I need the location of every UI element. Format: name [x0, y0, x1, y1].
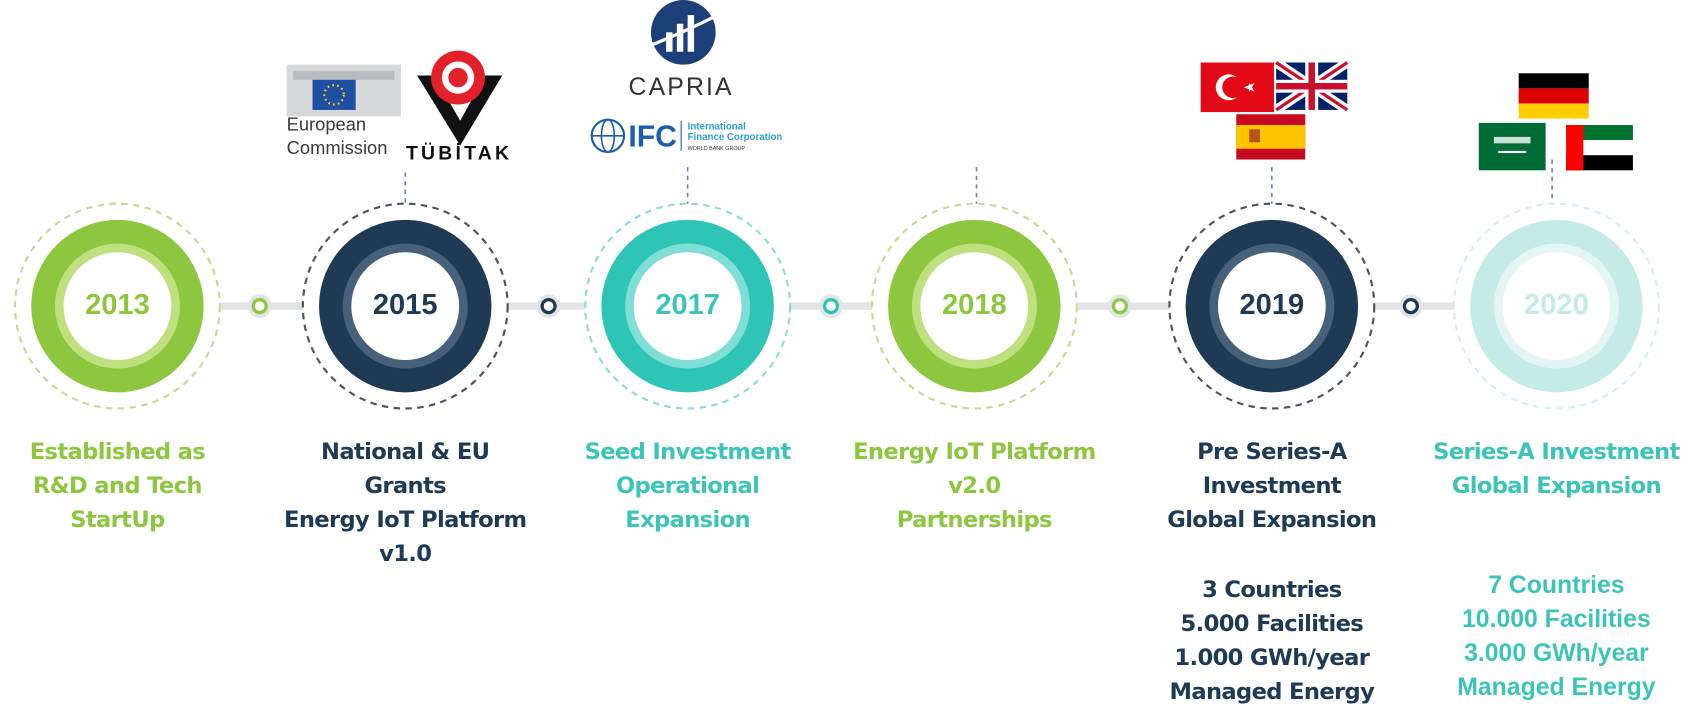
inner-circle [1502, 252, 1611, 361]
flags-2019 [1200, 58, 1350, 160]
stat-line: 10.000 Facilities [1462, 606, 1651, 633]
eu-text: European [287, 113, 366, 134]
stat-line: 7 Countries [1488, 572, 1624, 599]
year: 2017 [655, 289, 720, 321]
ifc-name: International [688, 121, 746, 132]
description-line: Partnerships [897, 507, 1052, 533]
description-line: Global Expansion [1452, 473, 1661, 499]
description-line: Energy IoT Platform [284, 507, 526, 533]
description-line: Established as [30, 439, 206, 465]
connector-node-inner [540, 298, 557, 315]
description-line: National & EU [321, 439, 489, 465]
connector-node-inner [1402, 298, 1419, 315]
tubitak-text: TÜBİTAK [406, 142, 512, 165]
capria-text: CAPRIA [629, 74, 734, 101]
ifc-group: WORLD BANK GROUP [688, 146, 746, 152]
eu-text: Commission [287, 137, 388, 158]
description-line: Energy IoT Platform [853, 439, 1095, 465]
capria-logo: CAPRIA [629, 0, 734, 101]
connector-node-inner [1111, 298, 1128, 315]
milestones: 2013 Established as R&D and Tech StartUp 201… [13, 202, 1681, 705]
inner-circle [63, 252, 172, 361]
ifc-name: Finance Corporation [688, 132, 783, 143]
inner-circle [351, 252, 460, 361]
description-line: Pre Series-A [1197, 439, 1348, 465]
logo-connectors [404, 159, 1553, 216]
year: 2013 [85, 289, 150, 321]
tubitak-logo: TÜBİTAK [406, 50, 512, 165]
description-line: Global Expansion [1167, 507, 1376, 533]
ifc-text: IFC [628, 121, 677, 154]
inner-circle [920, 252, 1029, 361]
year: 2020 [1524, 289, 1589, 321]
stat-line: Managed Energy [1457, 674, 1656, 701]
stat-line: 5.000 Facilities [1181, 611, 1364, 637]
description-line: StartUp [70, 507, 165, 533]
description-line: Expansion [625, 507, 750, 533]
ifc-logo: IFC International Finance Corporation WO… [590, 118, 783, 154]
inner-circle [1217, 252, 1326, 361]
eu-logo: European Commission [286, 64, 401, 158]
stat-line: 3 Countries [1202, 577, 1342, 603]
description-line: Operational [616, 473, 759, 499]
stat-line: 1.000 GWh/year [1174, 645, 1370, 671]
connector-node-inner [822, 298, 840, 315]
stat-line: Managed Energy [1169, 679, 1375, 705]
year: 2019 [1239, 289, 1304, 321]
description-line: v2.0 [948, 473, 1000, 499]
flags-2020 [1478, 73, 1633, 171]
description-line: Grants [364, 473, 446, 499]
year: 2015 [373, 289, 438, 321]
inner-circle [633, 252, 742, 361]
description-line: v1.0 [379, 541, 431, 567]
description-line: Seed Investment [585, 439, 792, 465]
connector-node-inner [251, 298, 268, 315]
description-line: R&D and Tech [33, 473, 202, 499]
description-line: Series-A Investment [1433, 439, 1680, 465]
description-line: Investment [1203, 473, 1342, 499]
stat-line: 3.000 GWh/year [1464, 640, 1649, 667]
year: 2018 [942, 289, 1007, 321]
